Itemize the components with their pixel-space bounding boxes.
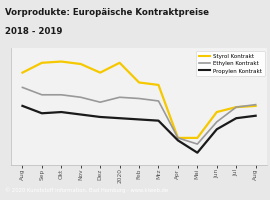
Legend: Styrol Kontrakt, Ethylen Kontrakt, Propylen Kontrakt: Styrol Kontrakt, Ethylen Kontrakt, Propy… (196, 51, 265, 76)
Text: 2018 - 2019: 2018 - 2019 (5, 27, 63, 36)
Text: Vorprodukte: Europäische Kontraktpreise: Vorprodukte: Europäische Kontraktpreise (5, 8, 210, 17)
Text: © 2020 Kunststoff Information, Bad Homburg - www.kiweb.de: © 2020 Kunststoff Information, Bad Hombu… (5, 188, 168, 193)
